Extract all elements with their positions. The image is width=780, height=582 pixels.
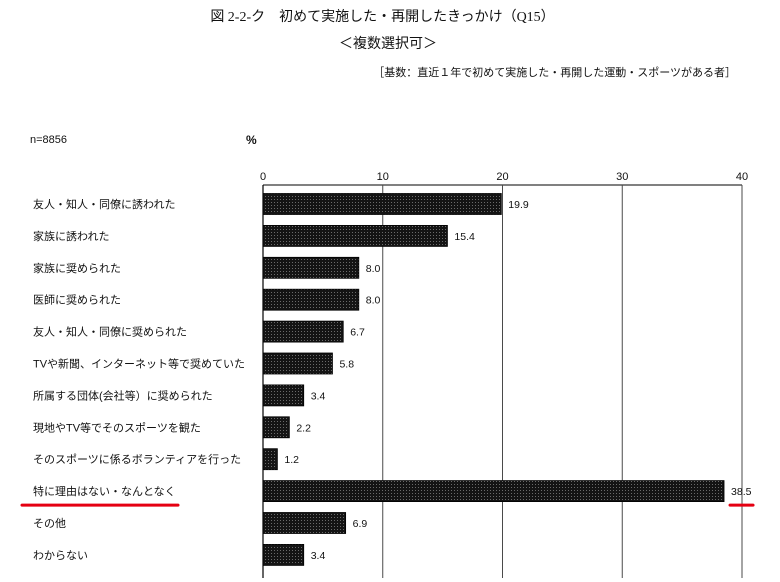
- category-label-10: 特に理由はない・なんとなく: [33, 484, 176, 498]
- category-label-5: 友人・知人・同僚に奨められた: [33, 325, 187, 339]
- x-tick-label-20: 20: [496, 171, 508, 183]
- x-tick-label-40: 40: [736, 171, 748, 183]
- x-tick-label-0: 0: [260, 171, 266, 183]
- x-tick-label-30: 30: [616, 171, 628, 183]
- category-label-3: 家族に奨められた: [33, 261, 121, 275]
- category-label-7: 所属する団体(会社等）に奨められた: [33, 388, 213, 402]
- bar-8: [262, 416, 290, 439]
- value-label-7: 3.4: [311, 390, 326, 402]
- x-tick-label-10: 10: [377, 171, 389, 183]
- chart-title: 図 2-2-ク 初めて実施した・再開したきっかけ（Q15）: [210, 10, 555, 25]
- category-labels: 友人・知人・同僚に誘われた家族に誘われた家族に奨められた医師に奨められた友人・知…: [33, 197, 245, 562]
- value-label-9: 1.2: [284, 454, 299, 466]
- gridlines: [262, 184, 743, 578]
- value-label-3: 8.0: [366, 263, 381, 275]
- value-label-10: 38.5: [731, 486, 752, 498]
- bar-2: [262, 224, 448, 247]
- value-label-5: 6.7: [350, 327, 365, 339]
- category-label-8: 現地やTV等でそのスポーツを観た: [33, 420, 201, 434]
- category-label-11: その他: [33, 517, 66, 530]
- bar-6: [262, 352, 333, 375]
- bar-9: [262, 448, 278, 471]
- bar-10: [262, 480, 725, 503]
- bar-4: [262, 288, 360, 311]
- bars: [262, 193, 725, 566]
- category-label-6: TVや新聞、インターネット等で奨めていた: [33, 357, 245, 371]
- bar-1: [262, 193, 502, 215]
- category-label-12: わからない: [33, 549, 88, 562]
- chart-subtitle: ＜複数選択可＞: [339, 37, 437, 52]
- base-note: ［基数：直近１年で初めて実施した・再開した運動・スポーツがある者］: [373, 67, 736, 79]
- value-label-2: 15.4: [454, 231, 475, 243]
- value-label-6: 5.8: [339, 359, 354, 371]
- bar-11: [262, 512, 347, 534]
- bar-5: [262, 320, 344, 343]
- bar-3: [262, 256, 360, 279]
- value-label-12: 3.4: [311, 550, 326, 562]
- x-axis-ticks: 0 10 20 30 40: [260, 171, 748, 183]
- value-label-1: 19.9: [508, 199, 529, 211]
- bar-7: [262, 384, 305, 407]
- category-label-9: そのスポーツに係るボランティアを行った: [33, 453, 241, 466]
- category-label-2: 家族に誘われた: [33, 229, 109, 243]
- value-labels: 19.9 15.4 8.0 8.0 6.7 5.8 3.4 2.2 1.2 38.5 6.9 3.4: [284, 199, 751, 562]
- sample-size: n=8856: [30, 134, 68, 146]
- category-label-4: 医師に奨められた: [33, 293, 121, 307]
- category-label-1: 友人・知人・同僚に誘われた: [33, 197, 175, 211]
- axis-unit-label: %: [246, 133, 257, 147]
- value-label-8: 2.2: [296, 422, 311, 434]
- value-label-11: 6.9: [353, 518, 368, 530]
- bar-12: [262, 544, 305, 566]
- value-label-4: 8.0: [366, 295, 381, 307]
